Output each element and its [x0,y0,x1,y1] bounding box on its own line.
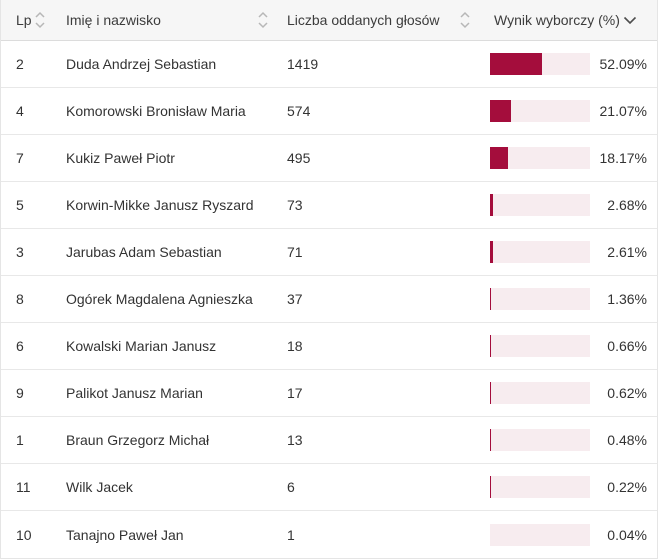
votes-cell: 37 [287,291,303,307]
column-header-lp[interactable]: Lp [1,0,54,40]
result-percent: 0.66% [607,338,647,354]
candidate-name-cell: Braun Grzegorz Michał [66,432,210,448]
result-cell: 0.48% [481,429,657,451]
lp-cell: 6 [16,338,24,354]
lp-cell: 3 [16,244,24,260]
table-row: 2 Duda Andrzej Sebastian 1419 52.09% [1,41,657,88]
lp-cell: 8 [16,291,24,307]
votes-cell: 13 [287,432,303,448]
result-percent: 2.68% [607,197,647,213]
result-percent: 21.07% [599,103,647,119]
result-cell: 18.17% [481,147,657,169]
candidate-name-cell: Kukiz Paweł Piotr [66,150,175,166]
votes-cell: 6 [287,479,295,495]
column-label-name: Imię i nazwisko [66,12,161,28]
table-row: 10 Tanajno Paweł Jan 1 0.04% [1,511,657,558]
result-percent: 0.04% [607,526,647,543]
column-header-name[interactable]: Imię i nazwisko [54,0,279,40]
table-row: 11 Wilk Jacek 6 0.22% [1,464,657,511]
lp-cell: 1 [16,432,24,448]
result-percent: 2.61% [607,244,647,260]
candidate-name-cell: Tanajno Paweł Jan [66,526,184,543]
candidate-name-cell: Ogórek Magdalena Agnieszka [66,291,253,307]
candidate-name-cell: Komorowski Bronisław Maria [66,103,246,119]
table-row: 1 Braun Grzegorz Michał 13 0.48% [1,417,657,464]
table-row: 7 Kukiz Paweł Piotr 495 18.17% [1,135,657,182]
table-row: 4 Komorowski Bronisław Maria 574 21.07% [1,88,657,135]
result-bar-fill [490,147,509,169]
result-bar-track [490,100,590,122]
result-cell: 52.09% [481,53,657,75]
result-bar-track [490,53,590,75]
lp-cell: 10 [16,526,32,543]
lp-cell: 11 [16,479,31,495]
result-bar-track [490,147,590,169]
result-bar-fill [490,100,512,122]
result-bar-track [490,241,590,263]
votes-cell: 495 [287,150,311,166]
column-header-result[interactable]: Wynik wyborczy (%) [481,0,657,40]
result-cell: 21.07% [481,100,657,122]
lp-cell: 7 [16,150,24,166]
table-row: 5 Korwin-Mikke Janusz Ryszard 73 2.68% [1,182,657,229]
result-cell: 1.36% [481,288,657,310]
result-cell: 0.22% [481,476,657,498]
sort-updown-icon[interactable] [459,10,471,30]
result-percent: 52.09% [599,56,647,72]
candidate-name-cell: Jarubas Adam Sebastian [66,244,222,260]
lp-cell: 5 [16,197,24,213]
result-bar-track [490,523,590,546]
chevron-down-icon[interactable] [623,16,637,25]
result-percent: 0.48% [607,432,647,448]
result-percent: 1.36% [607,291,647,307]
table-header: Lp Imię i nazwisko Liczba oddanych głosó… [1,0,657,41]
result-bar-track [490,335,590,357]
lp-cell: 9 [16,385,24,401]
result-bar-track [490,288,590,310]
sort-updown-icon[interactable] [257,10,269,30]
votes-cell: 18 [287,338,303,354]
result-cell: 0.62% [481,382,657,404]
votes-cell: 71 [287,244,303,260]
column-label-result: Wynik wyborczy (%) [494,12,620,28]
votes-cell: 73 [287,197,303,213]
votes-cell: 574 [287,103,311,119]
candidate-name-cell: Kowalski Marian Janusz [66,338,217,354]
candidate-name-cell: Palikot Janusz Marian [66,385,203,401]
result-bar-fill [490,241,493,263]
candidate-name-cell: Wilk Jacek [66,479,133,495]
column-label-votes: Liczba oddanych głosów [287,12,440,28]
result-cell: 0.66% [481,335,657,357]
result-bar-fill [490,53,543,75]
votes-cell: 17 [287,385,303,401]
result-percent: 18.17% [599,150,647,166]
result-bar-track [490,382,590,404]
sort-updown-icon[interactable] [34,10,46,30]
result-bar-track [490,194,590,216]
result-percent: 0.62% [607,385,647,401]
lp-cell: 2 [16,56,24,72]
table-row: 6 Kowalski Marian Janusz 18 0.66% [1,323,657,370]
votes-cell: 1419 [287,56,319,72]
column-header-votes[interactable]: Liczba oddanych głosów [279,0,481,40]
result-cell: 2.61% [481,241,657,263]
candidate-name-cell: Duda Andrzej Sebastian [66,56,217,72]
result-bar-track [490,429,590,451]
lp-cell: 4 [16,103,24,119]
result-cell: 0.04% [481,523,657,546]
table-row: 9 Palikot Janusz Marian 17 0.62% [1,370,657,417]
votes-cell: 1 [287,526,295,543]
table-row: 3 Jarubas Adam Sebastian 71 2.61% [1,229,657,276]
result-percent: 0.22% [607,479,647,495]
column-label-lp: Lp [16,12,32,28]
result-bar-fill [490,335,491,357]
result-bar-fill [490,382,491,404]
result-bar-fill [490,288,492,310]
result-bar-track [490,476,590,498]
candidate-name-cell: Korwin-Mikke Janusz Ryszard [66,197,254,213]
table-row: 8 Ogórek Magdalena Agnieszka 37 1.36% [1,276,657,323]
result-cell: 2.68% [481,194,657,216]
result-bar-fill [490,194,493,216]
